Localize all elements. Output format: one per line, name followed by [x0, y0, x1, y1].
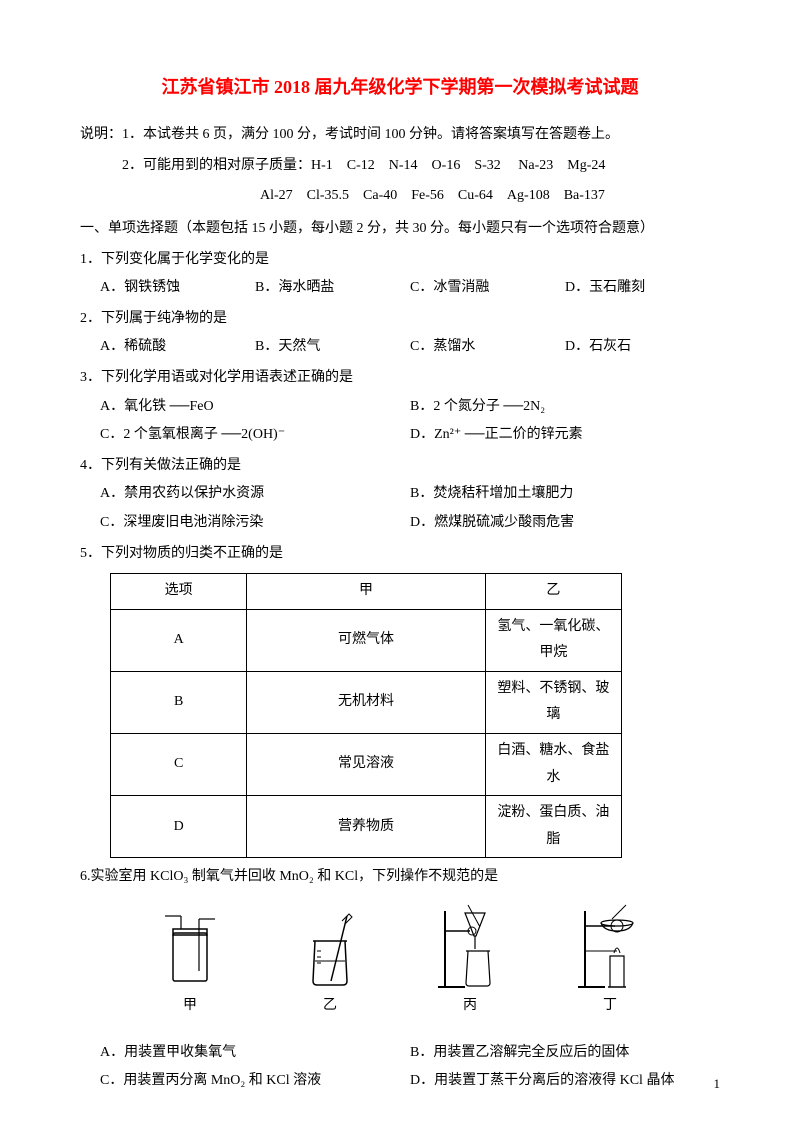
page-number: 1: [714, 1072, 721, 1097]
q4-opt-c: C．深埋废旧电池消除污染: [100, 510, 410, 537]
q4-opt-b: B．焚烧秸秆增加土壤肥力: [410, 481, 720, 508]
q5-header-items: 乙: [485, 574, 621, 610]
q6-label-c: 丙: [410, 993, 530, 1020]
q6-label-d: 丁: [550, 993, 670, 1020]
q5-row-a-opt: A: [111, 609, 247, 671]
q2-opt-b: B．天然气: [255, 334, 410, 361]
q5-row-d-opt: D: [111, 796, 247, 858]
q1-stem: 1．下列变化属于化学变化的是: [80, 247, 720, 274]
q5-stem: 5．下列对物质的归类不正确的是: [80, 541, 720, 568]
q5-row-a-c2: 氢气、一氧化碳、甲烷: [485, 609, 621, 671]
q6-apparatus-row: 甲 乙: [80, 893, 720, 1020]
q5-row-c-opt: C: [111, 734, 247, 796]
filtration-setup-icon: [430, 901, 510, 991]
q2-opt-a: A．稀硫酸: [100, 334, 255, 361]
q5-row-d-c1: 营养物质: [247, 796, 485, 858]
q3-opt-c: C．2 个氢氧根离子 ──2(OH)⁻: [100, 422, 410, 449]
instruction-line-2: 2．可能用到的相对原子质量：H-1 C-12 N-14 O-16 S-32 Na…: [80, 153, 720, 180]
gas-collection-bottle-icon: [155, 911, 225, 991]
q5-row-c-c1: 常见溶液: [247, 734, 485, 796]
q6-label-a: 甲: [130, 993, 250, 1020]
q4-opt-a: A．禁用农药以保护水资源: [100, 481, 410, 508]
q3-opt-a: A．氧化铁 ──FeO: [100, 394, 410, 421]
q1-opt-a: A．钢铁锈蚀: [100, 275, 255, 302]
q2-stem: 2．下列属于纯净物的是: [80, 306, 720, 333]
q4-opt-d: D．燃煤脱硫减少酸雨危害: [410, 510, 720, 537]
evaporation-setup-icon: [570, 901, 650, 991]
q5-row-d-c2: 淀粉、蛋白质、油脂: [485, 796, 621, 858]
q5-row-a-c1: 可燃气体: [247, 609, 485, 671]
q1-opt-d: D．玉石雕刻: [565, 275, 720, 302]
q6-stem: 6.实验室用 KClO₃ 制氧气并回收 MnO₂ 和 KCl，下列操作不规范的是: [80, 864, 720, 891]
q6-opt-b: B．用装置乙溶解完全反应后的固体: [410, 1040, 720, 1067]
instruction-line-1: 说明：1．本试卷共 6 页，满分 100 分，考试时间 100 分钟。请将答案填…: [80, 122, 720, 149]
q1-opt-b: B．海水晒盐: [255, 275, 410, 302]
q3-stem: 3．下列化学用语或对化学用语表述正确的是: [80, 365, 720, 392]
section-1-title: 一、单项选择题（本题包括 15 小题，每小题 2 分，共 30 分。每小题只有一…: [80, 216, 720, 243]
q5-table: 选项 甲 乙 A 可燃气体 氢气、一氧化碳、甲烷 B 无机材料 塑料、不锈钢、玻…: [110, 573, 622, 858]
q1-opt-c: C．冰雪消融: [410, 275, 565, 302]
q6-opt-d: D．用装置丁蒸干分离后的溶液得 KCl 晶体: [410, 1068, 720, 1095]
q2-opt-d: D．石灰石: [565, 334, 720, 361]
q6-opt-a: A．用装置甲收集氧气: [100, 1040, 410, 1067]
q4-stem: 4．下列有关做法正确的是: [80, 453, 720, 480]
q5-row-c-c2: 白酒、糖水、食盐水: [485, 734, 621, 796]
q6-label-b: 乙: [270, 993, 390, 1020]
q5-header-opt: 选项: [111, 574, 247, 610]
exam-title: 江苏省镇江市 2018 届九年级化学下学期第一次模拟考试试题: [80, 70, 720, 104]
q6-opt-c: C．用装置丙分离 MnO₂ 和 KCl 溶液: [100, 1068, 410, 1095]
q3-opt-d: D．Zn²⁺ ──正二价的锌元素: [410, 422, 720, 449]
beaker-stirring-icon: [295, 911, 365, 991]
instruction-line-3: Al-27 Cl-35.5 Ca-40 Fe-56 Cu-64 Ag-108 B…: [80, 183, 720, 210]
q5-row-b-c1: 无机材料: [247, 671, 485, 733]
q5-header-cat: 甲: [247, 574, 485, 610]
q5-row-b-opt: B: [111, 671, 247, 733]
q3-opt-b: B．2 个氮分子 ──2N₂: [410, 394, 720, 421]
q5-row-b-c2: 塑料、不锈钢、玻璃: [485, 671, 621, 733]
q2-opt-c: C．蒸馏水: [410, 334, 565, 361]
